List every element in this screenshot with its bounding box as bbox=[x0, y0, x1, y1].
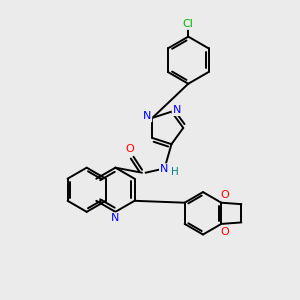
Text: O: O bbox=[220, 227, 229, 237]
Text: H: H bbox=[170, 167, 178, 176]
Text: N: N bbox=[143, 111, 151, 122]
Text: Cl: Cl bbox=[183, 19, 194, 29]
Text: O: O bbox=[220, 190, 229, 200]
Text: N: N bbox=[172, 105, 181, 115]
Text: N: N bbox=[160, 164, 168, 174]
Text: O: O bbox=[125, 144, 134, 154]
Text: N: N bbox=[111, 213, 120, 223]
